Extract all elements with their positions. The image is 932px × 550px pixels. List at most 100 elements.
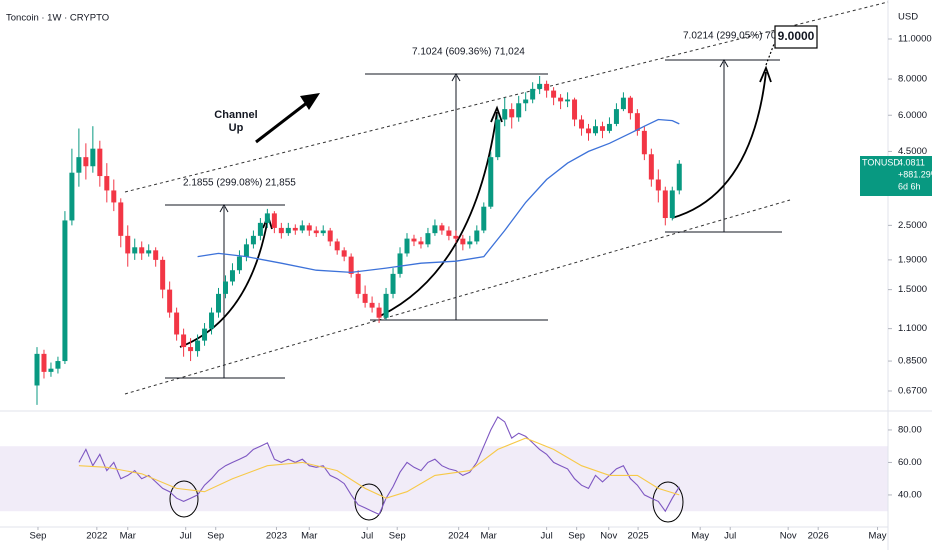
candle-body	[167, 289, 173, 313]
candle-body	[90, 148, 96, 167]
candle-body	[243, 244, 249, 257]
candle-body	[76, 157, 82, 173]
candle-body	[41, 353, 47, 372]
moving-average	[197, 118, 680, 274]
candle-body	[613, 109, 619, 124]
candle-body	[523, 99, 529, 104]
candle-body	[404, 238, 410, 254]
candle-body	[320, 230, 326, 234]
last-price: 4.0811	[898, 157, 925, 167]
candle-body	[222, 281, 228, 294]
countdown: 6d 6h	[898, 181, 921, 191]
candle-body	[432, 225, 438, 234]
candle-body	[446, 230, 452, 236]
target-box	[774, 25, 818, 49]
x-tick-label: 2024	[448, 531, 469, 542]
candle-body	[453, 235, 459, 239]
channel-label: Up	[229, 122, 244, 134]
rsi-circles	[169, 480, 684, 523]
x-tick-label: Sep	[30, 531, 47, 542]
candle-body	[481, 206, 487, 231]
candle-body	[516, 103, 522, 118]
rsi-line	[78, 416, 680, 516]
candle-body	[474, 230, 480, 242]
y-tick-label: 1.9000	[898, 254, 927, 265]
candle-body	[495, 119, 501, 158]
candle-body	[69, 172, 75, 221]
channel-label: Channel	[214, 109, 257, 121]
x-tick-label: Sep	[389, 531, 406, 542]
candle-body	[104, 176, 110, 191]
x-tick-label: Nov	[780, 531, 797, 542]
y-tick-label: 2.5000	[898, 220, 927, 231]
channel-arrowhead	[300, 93, 320, 110]
candle-body	[229, 270, 235, 282]
candle-body	[34, 353, 40, 386]
candle-body	[188, 347, 194, 352]
x-tick-label: 2022	[86, 531, 107, 542]
measurements	[165, 58, 782, 379]
channel-upper	[124, 1, 889, 193]
x-tick-label: Jul	[361, 531, 373, 542]
candle-body	[174, 312, 180, 335]
symbol-tag: TONUSD	[862, 157, 900, 167]
candle-body	[278, 227, 284, 234]
candle-body	[250, 235, 256, 245]
candle-body	[648, 154, 654, 180]
candle-body	[655, 179, 661, 191]
candle-body	[565, 99, 571, 102]
y-tick-label: 8.0000	[898, 74, 927, 85]
candle-body	[362, 293, 368, 303]
rsi-band	[0, 446, 888, 512]
candle-body	[327, 230, 333, 242]
target-label: 9.0000	[778, 29, 815, 43]
candle-body	[418, 241, 424, 245]
x-tick-label: Mar	[120, 531, 136, 542]
candle-body	[334, 241, 340, 251]
y-tick-label: 6.0000	[898, 110, 927, 121]
y-tick-label: 0.6700	[898, 386, 927, 397]
candle-body	[202, 328, 208, 341]
candle-body	[509, 109, 515, 118]
candle-body	[488, 157, 494, 207]
candle-body	[139, 247, 145, 254]
candle-body	[181, 334, 187, 348]
candle-body	[383, 293, 389, 318]
candle-body	[558, 97, 564, 102]
change: +881.29%	[898, 169, 932, 179]
candle-body	[55, 361, 61, 369]
y-tick-label: 11.0000	[898, 34, 932, 45]
candle-body	[572, 99, 578, 120]
candle-body	[502, 109, 508, 120]
candle-body	[530, 88, 536, 100]
candle-body	[620, 97, 626, 110]
x-tick-label: 2025	[628, 531, 649, 542]
candle-body	[544, 83, 550, 91]
candle-body	[48, 368, 54, 372]
x-tick-label: May	[869, 531, 887, 542]
candle-body	[83, 157, 89, 167]
x-tick-label: Mar	[480, 531, 496, 542]
candle-body	[537, 83, 543, 89]
candle-body	[397, 253, 403, 274]
candle-body	[586, 128, 592, 134]
candle-body	[271, 213, 277, 228]
channel-arrow	[255, 100, 309, 144]
rsi-tick-label: 40.00	[898, 489, 922, 500]
price-tag	[860, 156, 932, 196]
rsi-tick-label: 80.00	[898, 424, 922, 435]
x-tick-label: Nov	[600, 531, 617, 542]
candle-body	[662, 190, 668, 219]
candle-body	[460, 238, 466, 245]
candle-body	[579, 119, 585, 129]
candle-body	[592, 126, 598, 134]
candle-body	[676, 163, 682, 191]
candle-body	[285, 227, 291, 234]
measure-label: 7.0214 (299.05%) 70,214	[683, 31, 796, 42]
candle-body	[348, 256, 354, 274]
x-tick-label: Sep	[207, 531, 224, 542]
y-tick-label: 4.5000	[898, 146, 927, 157]
candle-body	[257, 222, 263, 236]
y-tick-label: 0.8500	[898, 356, 927, 367]
